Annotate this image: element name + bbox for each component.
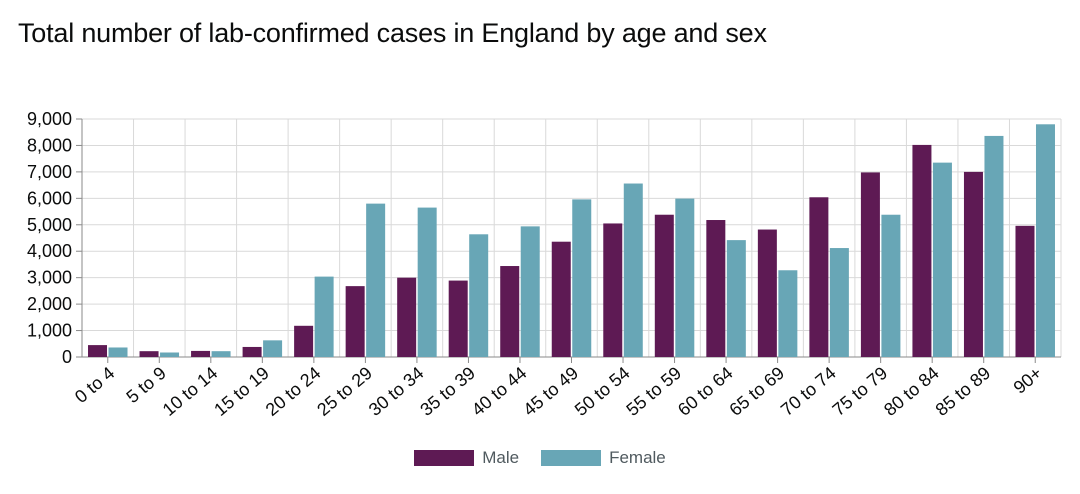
x-tick-label: 90+ (1010, 363, 1046, 398)
x-tick-label: 50 to 54 (571, 363, 634, 420)
x-tick-label: 35 to 39 (416, 363, 479, 420)
x-tick-label: 45 to 49 (519, 363, 582, 420)
y-tick-label: 4,000 (27, 241, 72, 261)
bar-male[interactable] (706, 220, 726, 357)
bar-chart: 0 1,000 2,000 3,000 4,000 5,000 6,000 7,000 8,00… (27, 109, 1062, 420)
x-tick-label: 0 to 4 (71, 363, 118, 407)
legend-item-female[interactable]: Female (541, 448, 666, 468)
bar-male[interactable] (757, 229, 777, 357)
x-tick-label: 10 to 14 (159, 363, 222, 420)
x-tick-label: 65 to 69 (725, 363, 788, 420)
x-tick-label: 75 to 79 (829, 363, 892, 420)
y-tick-label: 1,000 (27, 321, 72, 341)
x-tick-label: 70 to 74 (777, 363, 840, 420)
bar-female[interactable] (829, 248, 849, 357)
y-tick-label: 2,000 (27, 294, 72, 314)
bar-female[interactable] (572, 199, 592, 357)
bar-female[interactable] (366, 203, 386, 357)
y-tick-label: 7,000 (27, 162, 72, 182)
legend-swatch-female (541, 450, 602, 466)
x-tick-label: 85 to 89 (932, 363, 995, 420)
x-tick-label: 40 to 44 (468, 363, 531, 420)
x-tick-label: 20 to 24 (262, 363, 325, 420)
bar-male[interactable] (139, 351, 159, 357)
legend-swatch-male (414, 450, 475, 466)
bar-female[interactable] (675, 198, 695, 357)
bar-male[interactable] (912, 144, 932, 357)
bar-male[interactable] (1015, 225, 1035, 357)
bar-male[interactable] (500, 266, 520, 357)
bar-female[interactable] (314, 276, 334, 357)
y-tick-label: 6,000 (27, 188, 72, 208)
bars (88, 124, 1055, 358)
bar-female[interactable] (469, 234, 489, 357)
bar-male[interactable] (963, 171, 983, 357)
x-tick-label: 30 to 34 (365, 363, 428, 420)
bar-male[interactable] (551, 241, 571, 357)
x-tick-label: 25 to 29 (313, 363, 376, 420)
legend-label-male: Male (482, 448, 520, 467)
chart-title: Total number of lab-confirmed cases in E… (18, 18, 767, 48)
y-tick-label: 0 (62, 347, 72, 367)
legend-item-male[interactable]: Male (414, 448, 519, 468)
x-tick-label: 60 to 64 (674, 363, 737, 420)
y-tick-label: 3,000 (27, 268, 72, 288)
bar-male[interactable] (809, 197, 829, 357)
y-tick-label: 9,000 (27, 109, 72, 129)
x-tick-label: 80 to 84 (880, 363, 943, 420)
bar-female[interactable] (778, 270, 798, 357)
bar-female[interactable] (417, 207, 437, 357)
bar-female[interactable] (520, 226, 540, 357)
bar-female[interactable] (726, 240, 746, 357)
gridlines (81, 118, 1062, 358)
bar-male[interactable] (397, 277, 417, 357)
bar-female[interactable] (881, 214, 901, 357)
x-tick-label: 15 to 19 (210, 363, 273, 420)
bar-male[interactable] (191, 350, 211, 357)
bar-female[interactable] (623, 183, 643, 357)
bar-male[interactable] (242, 346, 262, 357)
y-tick-label: 5,000 (27, 215, 72, 235)
bar-male[interactable] (654, 214, 674, 357)
bar-male[interactable] (860, 172, 880, 357)
bar-male[interactable] (345, 286, 365, 357)
bar-male[interactable] (294, 325, 314, 357)
bar-male[interactable] (448, 280, 468, 357)
bar-male[interactable] (88, 345, 108, 357)
legend: Male Female (0, 448, 1080, 468)
bar-female[interactable] (1035, 124, 1055, 358)
bar-male[interactable] (603, 223, 623, 357)
bar-female[interactable] (932, 162, 952, 357)
bar-female[interactable] (263, 340, 283, 357)
legend-label-female: Female (609, 448, 666, 467)
y-tick-label: 8,000 (27, 135, 72, 155)
y-axis-ticks: 0 1,000 2,000 3,000 4,000 5,000 6,000 7,000 8,00… (27, 109, 82, 367)
bar-female[interactable] (160, 352, 180, 357)
bar-female[interactable] (984, 135, 1004, 357)
x-tick-label: 55 to 59 (622, 363, 685, 420)
bar-female[interactable] (108, 347, 128, 357)
bar-female[interactable] (211, 351, 231, 357)
